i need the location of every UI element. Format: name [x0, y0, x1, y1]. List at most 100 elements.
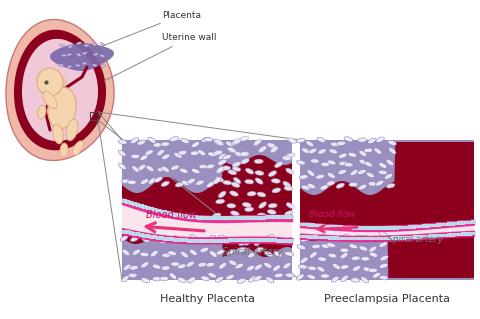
Bar	[265, 215, 270, 219]
Bar	[217, 239, 222, 243]
Ellipse shape	[379, 242, 387, 247]
Ellipse shape	[340, 253, 348, 259]
Bar	[255, 238, 260, 242]
Ellipse shape	[372, 272, 381, 278]
Ellipse shape	[349, 244, 358, 249]
Bar	[394, 226, 399, 230]
Ellipse shape	[282, 156, 291, 160]
Ellipse shape	[300, 257, 308, 263]
Ellipse shape	[100, 42, 105, 46]
Ellipse shape	[380, 255, 388, 261]
Ellipse shape	[207, 235, 216, 241]
Polygon shape	[22, 39, 98, 141]
Ellipse shape	[141, 278, 150, 283]
Ellipse shape	[264, 263, 272, 268]
Bar	[415, 235, 420, 239]
Ellipse shape	[330, 142, 339, 147]
Bar	[173, 238, 178, 242]
Bar	[311, 235, 315, 239]
Bar	[352, 237, 357, 241]
Ellipse shape	[199, 164, 208, 169]
Bar	[190, 239, 195, 243]
Bar	[167, 211, 171, 215]
Ellipse shape	[231, 182, 240, 187]
Ellipse shape	[138, 164, 146, 170]
Polygon shape	[122, 198, 292, 244]
Ellipse shape	[266, 277, 274, 283]
Bar	[328, 225, 333, 228]
Ellipse shape	[318, 257, 326, 261]
Ellipse shape	[248, 252, 256, 258]
Bar	[190, 215, 195, 219]
Ellipse shape	[247, 191, 256, 196]
Bar	[360, 226, 364, 230]
Bar	[408, 225, 413, 229]
Ellipse shape	[233, 138, 241, 144]
Ellipse shape	[212, 213, 221, 218]
Ellipse shape	[216, 249, 225, 255]
Bar	[272, 215, 276, 219]
Ellipse shape	[307, 170, 315, 176]
Ellipse shape	[162, 154, 170, 160]
Ellipse shape	[344, 137, 353, 142]
Ellipse shape	[168, 251, 177, 256]
Bar	[201, 239, 205, 243]
Bar	[183, 238, 188, 242]
Ellipse shape	[161, 266, 170, 270]
Bar	[286, 215, 290, 219]
Ellipse shape	[120, 235, 128, 241]
Ellipse shape	[218, 160, 226, 165]
Ellipse shape	[198, 150, 206, 156]
Ellipse shape	[235, 263, 243, 269]
Ellipse shape	[83, 52, 87, 55]
Bar	[139, 204, 144, 208]
Ellipse shape	[320, 185, 328, 190]
Ellipse shape	[214, 150, 222, 155]
Bar	[391, 226, 396, 230]
Ellipse shape	[94, 53, 98, 56]
Ellipse shape	[152, 264, 161, 269]
Ellipse shape	[180, 168, 188, 173]
Ellipse shape	[268, 204, 277, 208]
Ellipse shape	[199, 238, 208, 243]
Ellipse shape	[272, 188, 281, 193]
Ellipse shape	[216, 139, 224, 145]
Ellipse shape	[174, 152, 182, 158]
Ellipse shape	[171, 262, 180, 266]
Bar	[366, 226, 371, 230]
Ellipse shape	[66, 119, 78, 141]
Bar	[136, 203, 140, 207]
Bar	[335, 236, 339, 240]
Bar	[228, 216, 232, 220]
Bar	[201, 216, 205, 220]
Bar	[317, 224, 322, 227]
Ellipse shape	[245, 207, 253, 211]
Ellipse shape	[232, 162, 241, 167]
Bar	[159, 210, 164, 214]
Bar	[125, 230, 130, 234]
Polygon shape	[122, 204, 292, 239]
Ellipse shape	[257, 192, 266, 197]
Ellipse shape	[321, 274, 329, 278]
Ellipse shape	[267, 143, 276, 148]
Ellipse shape	[118, 150, 126, 156]
Ellipse shape	[308, 266, 317, 271]
Text: Placenta: Placenta	[103, 11, 201, 46]
Ellipse shape	[38, 105, 46, 119]
Bar	[426, 224, 430, 228]
Bar	[163, 211, 168, 214]
Ellipse shape	[285, 238, 294, 242]
Ellipse shape	[214, 139, 221, 145]
Ellipse shape	[189, 249, 197, 256]
Bar	[282, 215, 287, 219]
Ellipse shape	[275, 273, 283, 278]
Bar	[303, 223, 308, 226]
Ellipse shape	[37, 68, 63, 96]
Ellipse shape	[246, 265, 254, 271]
Bar	[241, 238, 246, 242]
Ellipse shape	[344, 162, 353, 167]
Ellipse shape	[190, 151, 199, 155]
Bar	[149, 207, 154, 211]
Bar	[136, 233, 140, 236]
Ellipse shape	[284, 186, 293, 190]
